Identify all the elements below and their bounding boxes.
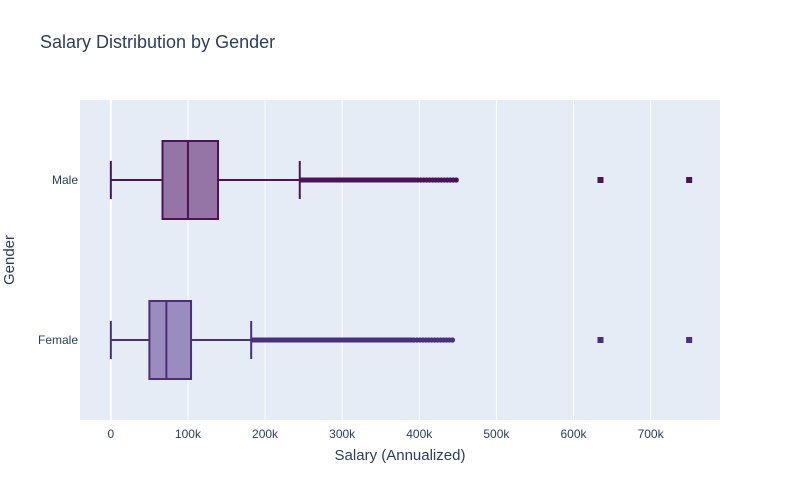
y-tick-label: Male bbox=[52, 173, 78, 187]
x-tick-label: 400k bbox=[406, 427, 433, 441]
chart-title: Salary Distribution by Gender bbox=[40, 32, 276, 52]
x-tick-label: 600k bbox=[560, 427, 587, 441]
x-tick-label: 300k bbox=[329, 427, 356, 441]
x-tick-label: 100k bbox=[175, 427, 202, 441]
box-female bbox=[109, 300, 693, 380]
outlier-point-far bbox=[686, 337, 693, 343]
x-tick-label: 700k bbox=[638, 427, 665, 441]
x-tick-label: 0 bbox=[107, 427, 114, 441]
x-tick-label: 200k bbox=[252, 427, 279, 441]
outlier-point-far bbox=[686, 177, 693, 183]
iqr-box bbox=[148, 300, 193, 380]
x-tick-label: 500k bbox=[483, 427, 510, 441]
outlier-point bbox=[453, 177, 459, 183]
outlier-point-far bbox=[597, 177, 604, 183]
box-plots bbox=[109, 140, 693, 380]
outliers-dense bbox=[299, 177, 459, 183]
grid-lines bbox=[109, 100, 652, 420]
outlier-band bbox=[299, 177, 417, 183]
x-axis-ticks: 0 100k 200k 300k 400k 500k 600k 700k bbox=[107, 427, 664, 441]
outlier-point bbox=[449, 337, 456, 343]
outliers-dense bbox=[251, 337, 456, 343]
y-axis-title: Gender bbox=[1, 235, 18, 285]
y-tick-label: Female bbox=[38, 333, 78, 347]
iqr-box bbox=[161, 140, 220, 220]
outlier-point-far bbox=[597, 337, 604, 343]
x-axis-title: Salary (Annualized) bbox=[335, 447, 466, 464]
y-axis-ticks: Male Female bbox=[38, 173, 78, 347]
outlier-band bbox=[251, 337, 413, 343]
box-male bbox=[109, 140, 693, 220]
